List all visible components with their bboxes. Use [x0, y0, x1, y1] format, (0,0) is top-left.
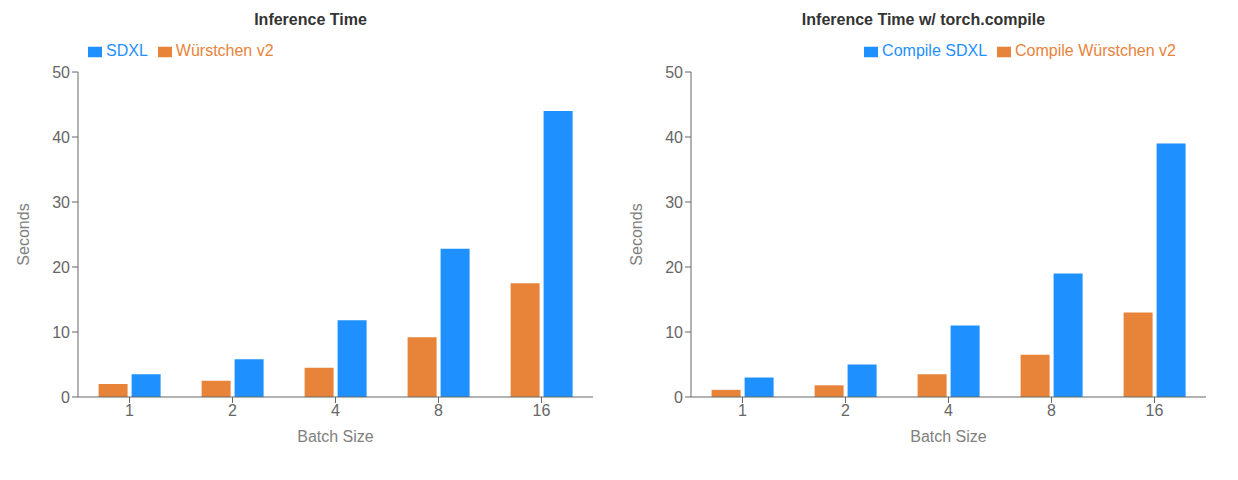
html-text:Compile Würstchen v2: Compile Würstchen v2: [1015, 42, 1176, 59]
svg-text:16: 16: [533, 402, 551, 419]
svg-text:0: 0: [674, 389, 683, 406]
svg-text:50: 50: [665, 64, 683, 81]
svg-text:10: 10: [665, 324, 683, 341]
html-text:Würstchen v2: Würstchen v2: [175, 42, 274, 59]
svg-text:0: 0: [61, 389, 70, 406]
html-text:SDXL: SDXL: [106, 42, 148, 59]
svg-text:1: 1: [738, 402, 747, 419]
svg-text:4: 4: [944, 402, 953, 419]
svg-text:2: 2: [841, 402, 850, 419]
svg-text:Seconds: Seconds: [628, 203, 645, 265]
svg-text:8: 8: [1047, 402, 1056, 419]
svg-text:40: 40: [665, 129, 683, 146]
html-text:Compile SDXL: Compile SDXL: [882, 42, 987, 59]
svg-text:4: 4: [331, 402, 340, 419]
svg-text:8: 8: [434, 402, 443, 419]
svg-text:Batch Size: Batch Size: [297, 428, 374, 445]
svg-text:50: 50: [52, 64, 70, 81]
svg-text:20: 20: [52, 259, 70, 276]
svg-text:20: 20: [665, 259, 683, 276]
svg-text:10: 10: [52, 324, 70, 341]
svg-text:30: 30: [665, 194, 683, 211]
svg-text:16: 16: [1146, 402, 1164, 419]
html-text:Inference Time w/ torch.compil: Inference Time w/ torch.compile: [801, 11, 1046, 28]
html-text:Inference Time: Inference Time: [254, 11, 367, 28]
svg-text:30: 30: [52, 194, 70, 211]
svg-text:1: 1: [125, 402, 134, 419]
svg-text:Seconds: Seconds: [15, 203, 32, 265]
svg-text:Batch Size: Batch Size: [910, 428, 987, 445]
svg-text:2: 2: [228, 402, 237, 419]
svg-text:40: 40: [52, 129, 70, 146]
